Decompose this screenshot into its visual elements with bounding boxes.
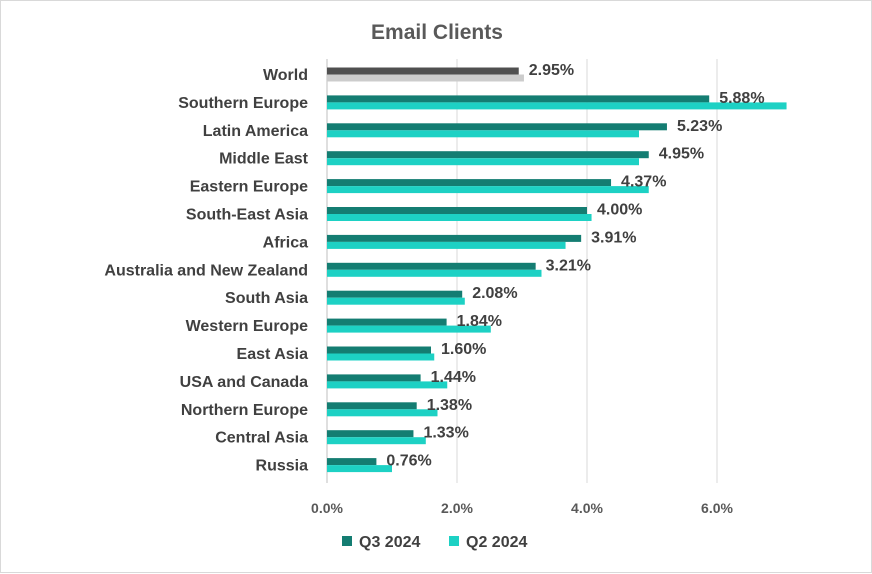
- category-label: Northern Europe: [181, 402, 308, 419]
- data-label: 1.60%: [441, 341, 486, 358]
- x-axis-ticks: 0.0% 2.0% 4.0% 6.0%: [311, 500, 733, 516]
- legend-label-q3: Q3 2024: [359, 534, 420, 551]
- data-label: 1.33%: [423, 425, 468, 442]
- x-tick-label: 6.0%: [701, 500, 733, 516]
- bar-q3: [327, 67, 519, 75]
- data-label: 4.37%: [621, 174, 666, 191]
- bar-q2: [327, 437, 426, 445]
- x-tick-label: 4.0%: [571, 500, 603, 516]
- bar-q3: [327, 318, 447, 326]
- category-label: South-East Asia: [186, 207, 308, 224]
- data-label: 2.08%: [472, 285, 517, 302]
- data-label: 1.84%: [457, 313, 502, 330]
- bar-q2: [327, 353, 435, 361]
- bar-q3: [327, 430, 414, 438]
- bar-q2: [327, 102, 787, 110]
- bar-q2: [327, 241, 566, 249]
- chart-title: Email Clients: [371, 21, 503, 44]
- legend-label-q2: Q2 2024: [466, 534, 527, 551]
- data-label: 0.76%: [386, 453, 431, 470]
- bar-q3: [327, 346, 431, 354]
- bar-q3: [327, 290, 463, 298]
- category-label: Central Asia: [215, 430, 308, 447]
- data-label: 5.23%: [677, 118, 722, 135]
- bar-q2: [327, 269, 542, 277]
- data-label: 1.44%: [431, 369, 476, 386]
- category-label: Southern Europe: [178, 95, 308, 112]
- bar-q2: [327, 158, 639, 166]
- bar-q3: [327, 123, 667, 131]
- bar-q3: [327, 374, 421, 382]
- bar-q3: [327, 151, 649, 159]
- bar-q3: [327, 262, 536, 270]
- bar-q2: [327, 465, 392, 473]
- x-tick-label: 2.0%: [441, 500, 473, 516]
- bar-q2: [327, 409, 438, 417]
- category-label: Eastern Europe: [190, 179, 308, 196]
- category-label: South Asia: [225, 290, 308, 307]
- bar-q2: [327, 381, 448, 389]
- category-label: Africa: [263, 234, 308, 251]
- bar-q3: [327, 95, 710, 103]
- bar-q3: [327, 179, 612, 187]
- bar-q2: [327, 74, 524, 82]
- category-label: USA and Canada: [180, 374, 308, 391]
- bar-q2: [327, 297, 465, 305]
- bar-q2: [327, 130, 639, 138]
- category-label: Latin America: [203, 123, 308, 140]
- data-label: 2.95%: [529, 62, 574, 79]
- data-labels: 2.95% 5.88% 5.23% 4.95% 4.37% 4.00% 3.91%3.21%…: [386, 62, 764, 470]
- legend-swatch-q2: [449, 536, 459, 546]
- category-label: Middle East: [219, 151, 309, 168]
- data-label: 5.88%: [719, 90, 764, 107]
- bar-q2: [327, 325, 491, 333]
- bar-q3: [327, 207, 587, 214]
- bars: [327, 67, 787, 473]
- data-label: 1.38%: [427, 397, 472, 414]
- bar-q2: [327, 186, 649, 194]
- x-tick-label: 0.0%: [311, 500, 343, 516]
- category-labels: World Southern Europe Latin America Middle …: [104, 67, 308, 475]
- data-label: 4.00%: [597, 202, 642, 219]
- bar-q3: [327, 234, 582, 242]
- category-label: East Asia: [237, 346, 309, 363]
- legend: Q3 2024 Q2 2024: [342, 534, 527, 551]
- data-label: 3.21%: [546, 257, 591, 274]
- data-label: 4.95%: [659, 146, 704, 163]
- legend-swatch-q3: [342, 536, 352, 546]
- bar-q2: [327, 214, 592, 221]
- category-label: Western Europe: [186, 318, 309, 335]
- category-label: Russia: [256, 458, 309, 475]
- bar-q3: [327, 458, 377, 466]
- category-label: Australia and New Zealand: [104, 262, 308, 279]
- bar-q3: [327, 402, 417, 410]
- category-label: World: [263, 67, 308, 84]
- data-label: 3.91%: [591, 229, 636, 246]
